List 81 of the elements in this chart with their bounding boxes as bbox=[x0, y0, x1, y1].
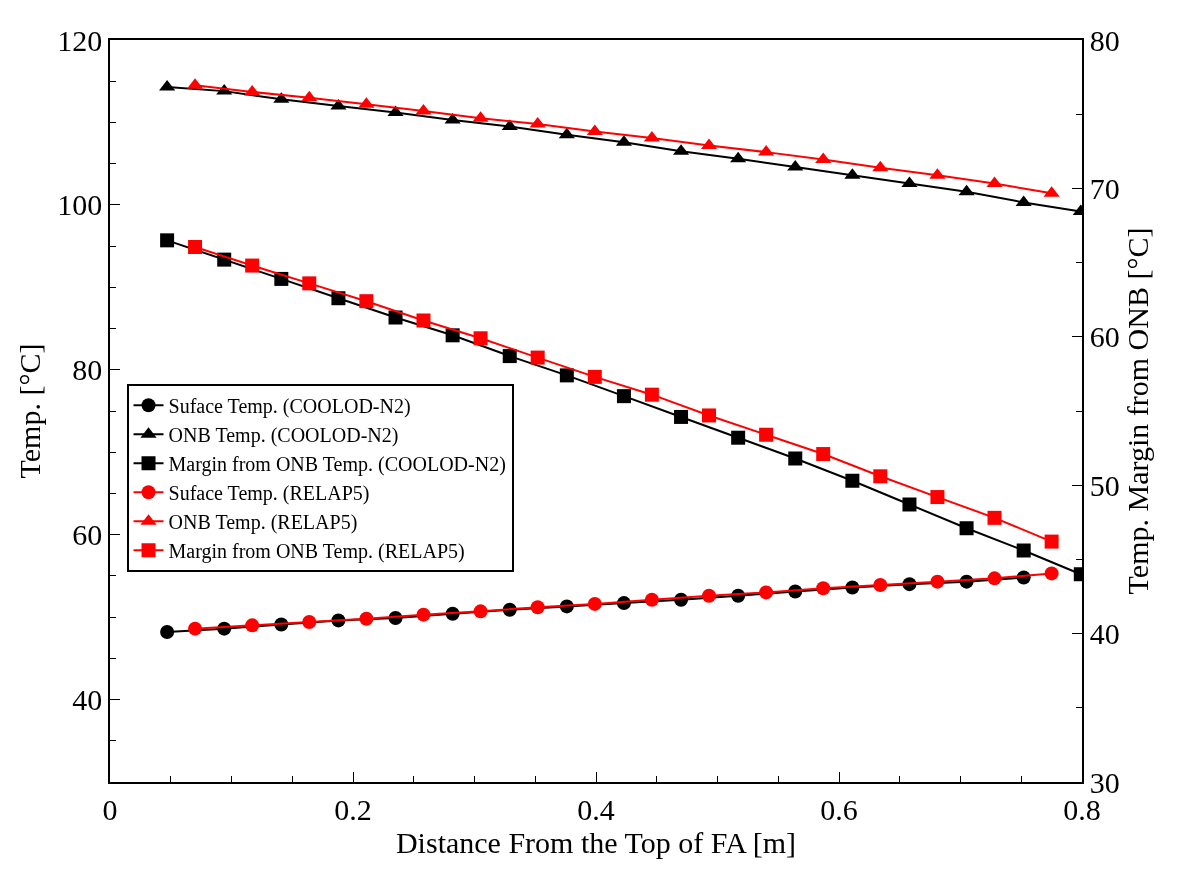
point bbox=[188, 240, 203, 255]
point bbox=[958, 184, 975, 196]
point bbox=[530, 350, 545, 365]
point bbox=[302, 276, 317, 291]
point bbox=[616, 389, 631, 404]
y2-tick-label: 60 bbox=[1089, 320, 1120, 354]
point bbox=[530, 600, 545, 615]
point bbox=[586, 124, 603, 136]
point bbox=[359, 294, 374, 309]
point bbox=[359, 611, 374, 626]
y2-tick-label: 80 bbox=[1089, 23, 1120, 57]
legend-label: ONB Temp. (COOLOD-N2) bbox=[168, 424, 399, 448]
point bbox=[501, 119, 518, 131]
legend-label: Margin from ONB Temp. (COOLOD-N2) bbox=[168, 453, 506, 477]
x-tick-label: 0 bbox=[102, 792, 118, 826]
point bbox=[674, 409, 689, 424]
point bbox=[415, 103, 432, 115]
legend-label: Margin from ONB Temp. (RELAP5) bbox=[168, 540, 465, 564]
point bbox=[815, 152, 832, 164]
point bbox=[788, 451, 803, 466]
y2-tick-label: 70 bbox=[1089, 171, 1120, 205]
point bbox=[816, 447, 831, 462]
point bbox=[759, 585, 774, 600]
point bbox=[502, 349, 517, 364]
y-tick-label: 80 bbox=[72, 353, 103, 387]
x-tick-label: 0.4 bbox=[577, 792, 615, 826]
y-tick-label: 60 bbox=[72, 518, 103, 552]
point bbox=[160, 233, 175, 248]
point bbox=[873, 577, 888, 592]
point bbox=[416, 607, 431, 622]
point bbox=[816, 581, 831, 596]
y2-tick-label: 40 bbox=[1089, 617, 1120, 651]
point bbox=[559, 368, 574, 383]
point bbox=[644, 387, 659, 402]
legend-label: Suface Temp. (RELAP5) bbox=[168, 482, 370, 506]
point bbox=[1044, 534, 1059, 549]
point bbox=[587, 596, 602, 611]
point bbox=[959, 521, 974, 536]
y2-tick-label: 50 bbox=[1089, 468, 1120, 502]
y-axis-title: Temp. [°C] bbox=[12, 343, 46, 479]
point bbox=[759, 427, 774, 442]
x-axis-title: Distance From the Top of FA [m] bbox=[395, 825, 797, 859]
point bbox=[159, 79, 176, 91]
point bbox=[987, 510, 1002, 525]
point bbox=[930, 574, 945, 589]
point bbox=[245, 618, 260, 633]
point bbox=[387, 105, 404, 117]
x-tick-label: 0.6 bbox=[820, 792, 858, 826]
point bbox=[1044, 566, 1059, 581]
y-tick-label: 120 bbox=[57, 23, 103, 57]
point bbox=[244, 84, 261, 96]
point bbox=[388, 310, 403, 325]
legend-label: Suface Temp. (COOLOD-N2) bbox=[168, 395, 411, 419]
point bbox=[188, 621, 203, 636]
legend-label: ONB Temp. (RELAP5) bbox=[168, 511, 358, 535]
y2-axis-title: Temp. Margin from ONB [°C] bbox=[1120, 227, 1154, 595]
point bbox=[930, 490, 945, 505]
y-tick-label: 40 bbox=[72, 683, 103, 717]
point bbox=[987, 571, 1002, 586]
point bbox=[730, 151, 747, 163]
y-tick-label: 100 bbox=[57, 188, 103, 222]
point bbox=[872, 160, 889, 172]
point bbox=[473, 604, 488, 619]
point bbox=[902, 497, 917, 512]
point bbox=[644, 592, 659, 607]
point bbox=[245, 258, 260, 273]
point bbox=[702, 408, 716, 423]
point bbox=[587, 369, 602, 384]
point bbox=[702, 588, 716, 603]
point bbox=[473, 331, 488, 346]
point bbox=[416, 313, 431, 328]
point bbox=[873, 469, 888, 484]
point bbox=[1016, 543, 1031, 558]
point bbox=[787, 159, 804, 171]
point bbox=[302, 615, 317, 630]
point bbox=[301, 90, 318, 102]
point bbox=[845, 473, 860, 488]
point bbox=[558, 127, 575, 139]
point bbox=[731, 430, 746, 445]
x-tick-label: 0.2 bbox=[334, 792, 372, 826]
point bbox=[160, 624, 175, 639]
